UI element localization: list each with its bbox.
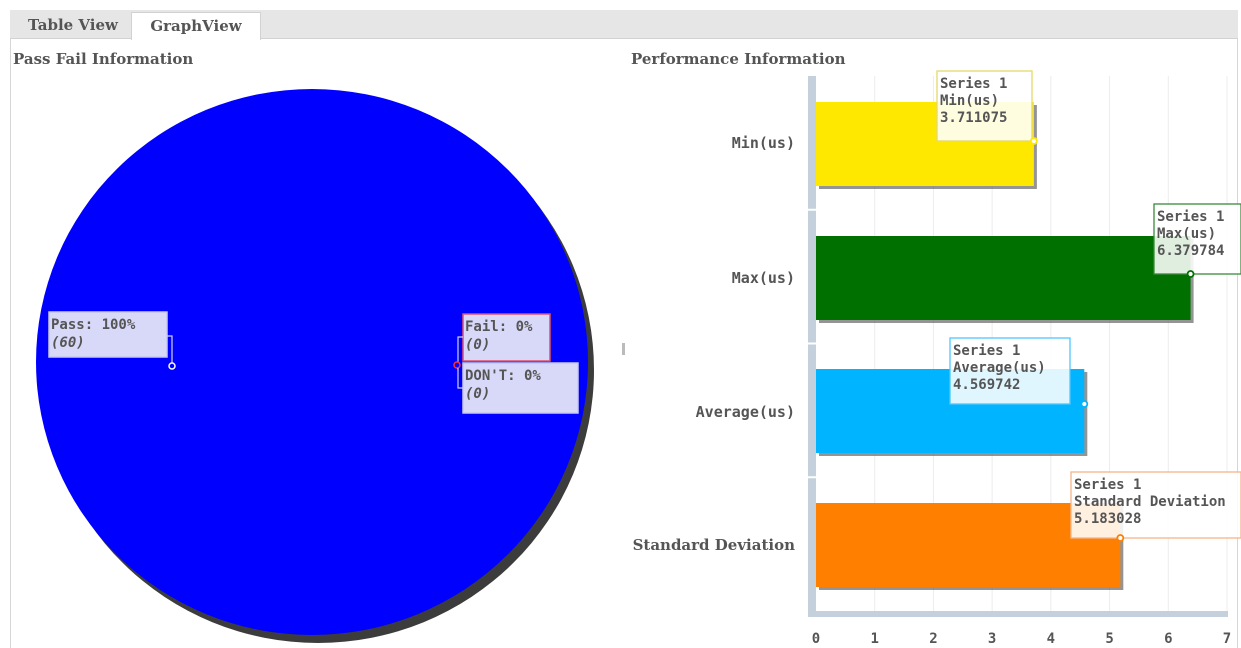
y-category-label-0: Min(us) — [732, 134, 795, 152]
y-category-label-1: Max(us) — [732, 269, 795, 287]
pie-anchor-dot-fail — [453, 361, 461, 369]
pie-leader-line-pass — [167, 335, 173, 366]
value-tooltip-series-3: Series 1 — [1074, 477, 1141, 493]
x-tick-label-4: 4 — [1047, 631, 1055, 647]
value-tooltip-category-2: Average(us) — [953, 360, 1046, 376]
pie-label-box-dont — [462, 362, 579, 414]
value-tooltip-value-3: 5.183028 — [1074, 511, 1141, 527]
value-tooltip-category-1: Max(us) — [1157, 226, 1216, 242]
panel-right-border — [1237, 38, 1238, 648]
y-category-label-2: Average(us) — [696, 403, 795, 421]
performance-title: Performance Information — [631, 50, 846, 68]
x-tick-label-5: 5 — [1105, 631, 1113, 647]
bar-1 — [816, 236, 1191, 320]
panel-left-border — [10, 38, 11, 648]
value-tooltip-box-3 — [1070, 471, 1241, 539]
value-tooltip-value-1: 6.379784 — [1157, 243, 1224, 259]
bar-anchor-dot-2 — [1080, 400, 1089, 408]
pie-count-pass: (60) — [51, 335, 85, 351]
pie-label-dont: DON'T: 0% — [465, 368, 541, 384]
value-tooltip-category-3: Standard Deviation — [1074, 494, 1226, 510]
value-tooltip-series-0: Series 1 — [940, 76, 1007, 92]
pie-count-fail: (0) — [465, 337, 490, 353]
value-tooltip-value-2: 4.569742 — [953, 377, 1020, 393]
bar-anchor-dot-0 — [1029, 137, 1038, 145]
pie-count-dont: (0) — [465, 386, 490, 402]
pie-leader-line-fail — [457, 336, 463, 365]
value-tooltip-category-0: Min(us) — [940, 93, 999, 109]
pie-leader-line-dont — [457, 368, 463, 389]
bar-anchor-dot-1 — [1186, 270, 1195, 278]
value-tooltip-box-0 — [936, 70, 1033, 142]
value-tooltip-box-1 — [1153, 203, 1241, 275]
value-tooltip-series-2: Series 1 — [953, 343, 1020, 359]
x-tick-label-6: 6 — [1164, 631, 1172, 647]
tab-graph-view[interactable]: GraphView — [131, 12, 261, 40]
value-tooltip-box-2 — [949, 337, 1071, 405]
pie-label-pass: Pass: 100% — [51, 317, 136, 333]
x-tick-label-3: 3 — [988, 631, 996, 647]
value-tooltip-value-0: 3.711075 — [940, 110, 1007, 126]
tab-table-view[interactable]: Table View — [28, 16, 118, 34]
pie-label-fail: Fail: 0% — [465, 319, 533, 335]
pie-slice-pass — [36, 89, 588, 635]
tab-bar: Table View GraphView — [10, 10, 1238, 40]
x-tick-label-0: 0 — [812, 631, 820, 647]
value-tooltip-series-1: Series 1 — [1157, 209, 1224, 225]
panel-splitter-handle[interactable] — [622, 343, 625, 355]
y-category-label-3: Standard Deviation — [633, 536, 796, 554]
bar-3 — [816, 503, 1121, 587]
pass-fail-title: Pass Fail Information — [13, 50, 194, 68]
bar-anchor-dot-3 — [1116, 534, 1125, 542]
x-tick-label-7: 7 — [1223, 631, 1231, 647]
x-tick-label-1: 1 — [870, 631, 878, 647]
pie-anchor-dot-pass — [168, 362, 176, 370]
x-tick-label-2: 2 — [929, 631, 937, 647]
pie-label-box-fail — [462, 313, 551, 362]
x-axis-strip — [808, 611, 1228, 617]
pie-label-box-pass — [48, 311, 168, 358]
